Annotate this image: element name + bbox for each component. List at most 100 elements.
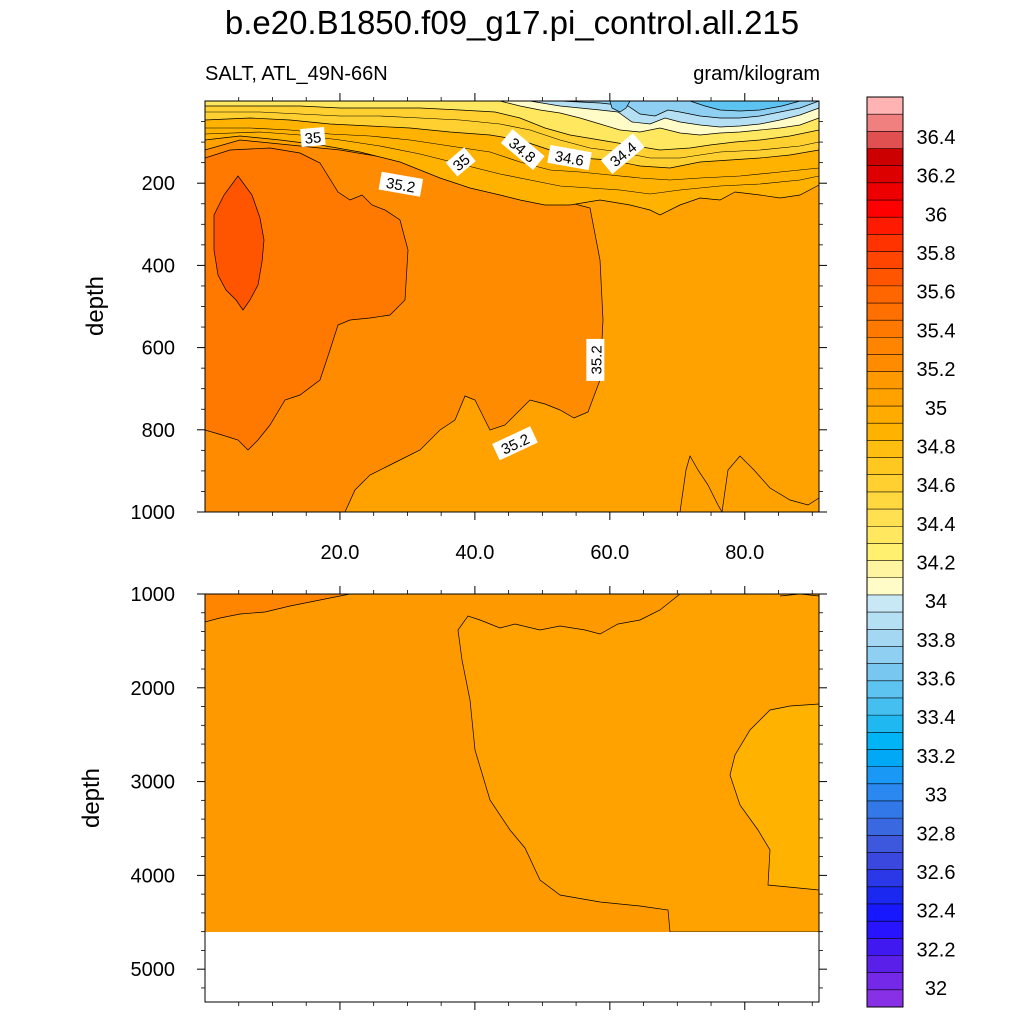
- colorbar-label: 36: [925, 204, 947, 226]
- contour-label: 34.6: [547, 145, 592, 171]
- contour-label: 35: [300, 126, 326, 148]
- colorbar-segment: [867, 234, 903, 252]
- upper-axes: 200 400 600 800 1000 20.0 40.0 60.0 80.0: [131, 93, 827, 564]
- colorbar-label: 32.8: [917, 823, 956, 845]
- lower-plot-frame: [204, 593, 820, 1003]
- colorbar-label: 33.8: [917, 630, 956, 652]
- colorbar-label: 34.6: [917, 475, 956, 497]
- lower-field-band-35.2: [205, 594, 351, 623]
- colorbar-segment: [867, 852, 903, 870]
- colorbar-segment: [867, 560, 903, 579]
- lower-y-tick-label: 1000: [131, 584, 176, 606]
- contour-label-bg: [492, 426, 538, 461]
- colorbar-segment: [867, 97, 903, 115]
- field-band-deep-34.8-b: [721, 455, 819, 512]
- colorbar-segment: [867, 182, 903, 201]
- colorbar-label: 34.4: [917, 514, 956, 536]
- field-band-deep-34.8: [679, 455, 723, 512]
- colorbar-segment: [867, 509, 903, 527]
- colorbar-segment: [867, 354, 903, 373]
- colorbar-segment: [867, 457, 903, 476]
- contour-label-text: 34.6: [553, 148, 585, 170]
- colorbar-segment: [867, 938, 903, 956]
- colorbar-segment: [867, 612, 903, 630]
- colorbar-label: 35: [925, 398, 947, 420]
- contour-label-text: 35.2: [588, 345, 605, 374]
- colorbar-segment: [867, 818, 903, 836]
- chart-title: b.e20.B1850.f09_g17.pi_control.all.215: [224, 4, 800, 41]
- lower-y-tick-label: 5000: [131, 959, 176, 981]
- colorbar-label: 32.4: [917, 901, 956, 923]
- colorbar-segment: [867, 320, 903, 338]
- contour-label-text: 35: [304, 129, 322, 147]
- colorbar-segment: [867, 955, 903, 973]
- lower-y-axis-label: depth: [78, 768, 105, 828]
- colorbar-segment: [867, 663, 903, 682]
- colorbar-segment: [867, 577, 903, 596]
- colorbar-segment: [867, 251, 903, 269]
- lower-y-tick-label: 4000: [131, 865, 176, 887]
- contour-label-bg: [300, 126, 326, 148]
- colorbar-label: 34.8: [917, 436, 956, 458]
- colorbar-label: 32: [925, 978, 947, 1000]
- surface-layer-33.6: [689, 101, 801, 112]
- colorbar-segment: [867, 474, 903, 493]
- upper-x-tick-label: 80.0: [725, 542, 764, 564]
- colorbar-segment: [867, 423, 903, 441]
- colorbar-segment: [867, 285, 903, 304]
- lower-field-band-34.8: [729, 703, 819, 891]
- colorbar-segment: [867, 989, 903, 1008]
- colorbar-label: 32.2: [917, 939, 956, 961]
- colorbar-segment: [867, 131, 903, 149]
- colorbar-segment: [867, 388, 903, 407]
- colorbar-segment: [867, 921, 903, 939]
- upper-x-tick-label: 40.0: [455, 542, 494, 564]
- colorbar-label: 35.2: [917, 359, 956, 381]
- colorbar-frame: [866, 96, 904, 1008]
- upper-y-tick-label: 800: [142, 420, 175, 442]
- colorbar-label: 35.8: [917, 243, 956, 265]
- colorbar-segment: [867, 268, 903, 287]
- colorbar-segment: [867, 886, 903, 905]
- colorbar-label: 32.6: [917, 862, 956, 884]
- subtitle-variable-region: SALT, ATL_49N-66N: [205, 63, 388, 85]
- colorbar-label: 36.4: [917, 127, 956, 149]
- lower-y-tick-label: 2000: [131, 678, 176, 700]
- colorbar-segment: [867, 715, 903, 733]
- colorbar-segment: [867, 972, 903, 991]
- colorbar-segment: [867, 869, 903, 888]
- upper-y-tick-label: 200: [142, 173, 175, 195]
- colorbar-segment: [867, 526, 903, 544]
- colorbar-segment: [867, 835, 903, 853]
- contour-label-bg: [500, 129, 545, 170]
- upper-y-tick-label: 1000: [131, 502, 176, 524]
- colorbar-label: 34: [925, 591, 947, 613]
- colorbar-segment: [867, 491, 903, 510]
- colorbar-segment: [867, 903, 903, 922]
- colorbar-segment: [867, 629, 903, 647]
- upper-y-tick-label: 600: [142, 338, 175, 360]
- colorbar: 36.4 36.2 36 35.8 35.6 35.4 35.2 35 34.8 34.6 34.4…: [866, 96, 956, 1008]
- colorbar-segment: [867, 680, 903, 699]
- colorbar-segment: [867, 217, 903, 235]
- colorbar-segment: [867, 148, 903, 166]
- field-band-35.4-35.6: [213, 175, 265, 311]
- upper-x-tick-label: 20.0: [320, 542, 359, 564]
- colorbar-label: 34.2: [917, 553, 956, 575]
- colorbar-segment: [867, 114, 903, 132]
- colorbar-segment: [867, 646, 903, 664]
- contour-label: 35.2: [586, 338, 605, 381]
- contour-label-bg: [378, 171, 424, 197]
- lower-missing-data-region: [205, 932, 819, 1002]
- lower-field-top-right-edge: [779, 594, 819, 597]
- colorbar-label: 33: [925, 785, 947, 807]
- lower-axes: 1000 2000 3000 4000 5000: [131, 584, 827, 1010]
- contour-label: 35.2: [378, 171, 424, 197]
- colorbar-segment: [867, 165, 903, 184]
- upper-y-axis-label: depth: [82, 276, 109, 336]
- upper-x-tick-label: 60.0: [590, 542, 629, 564]
- colorbar-segment: [867, 200, 903, 218]
- colorbar-segment: [867, 766, 903, 785]
- colorbar-label: 33.6: [917, 669, 956, 691]
